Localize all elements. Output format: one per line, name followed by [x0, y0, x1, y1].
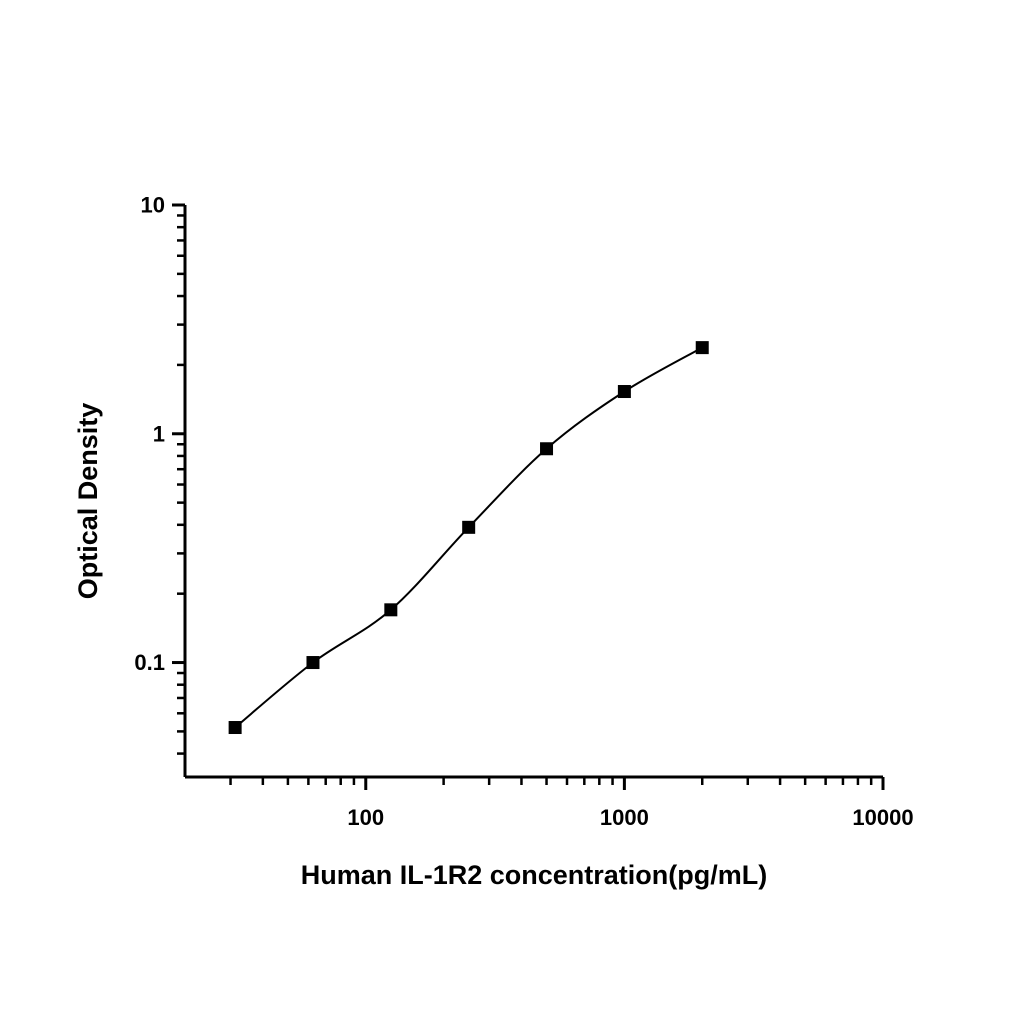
y-axis-title: Optical Density	[73, 403, 103, 600]
x-tick-label: 1000	[600, 805, 649, 830]
data-point-marker	[540, 442, 554, 456]
data-point-marker	[462, 520, 476, 534]
data-point-marker	[617, 385, 631, 399]
fit-curve	[234, 346, 703, 729]
x-tick-label: 100	[347, 805, 384, 830]
y-tick-label: 10	[141, 193, 165, 218]
x-axis-title: Human IL-1R2 concentration(pg/mL)	[301, 860, 768, 890]
x-tick-label: 10000	[852, 805, 913, 830]
y-tick-label: 1	[153, 421, 165, 446]
data-point-marker	[306, 656, 320, 670]
data-point-marker	[228, 721, 242, 735]
data-point-marker	[384, 603, 398, 617]
data-point-marker	[695, 341, 709, 355]
y-tick-label: 0.1	[134, 650, 165, 675]
